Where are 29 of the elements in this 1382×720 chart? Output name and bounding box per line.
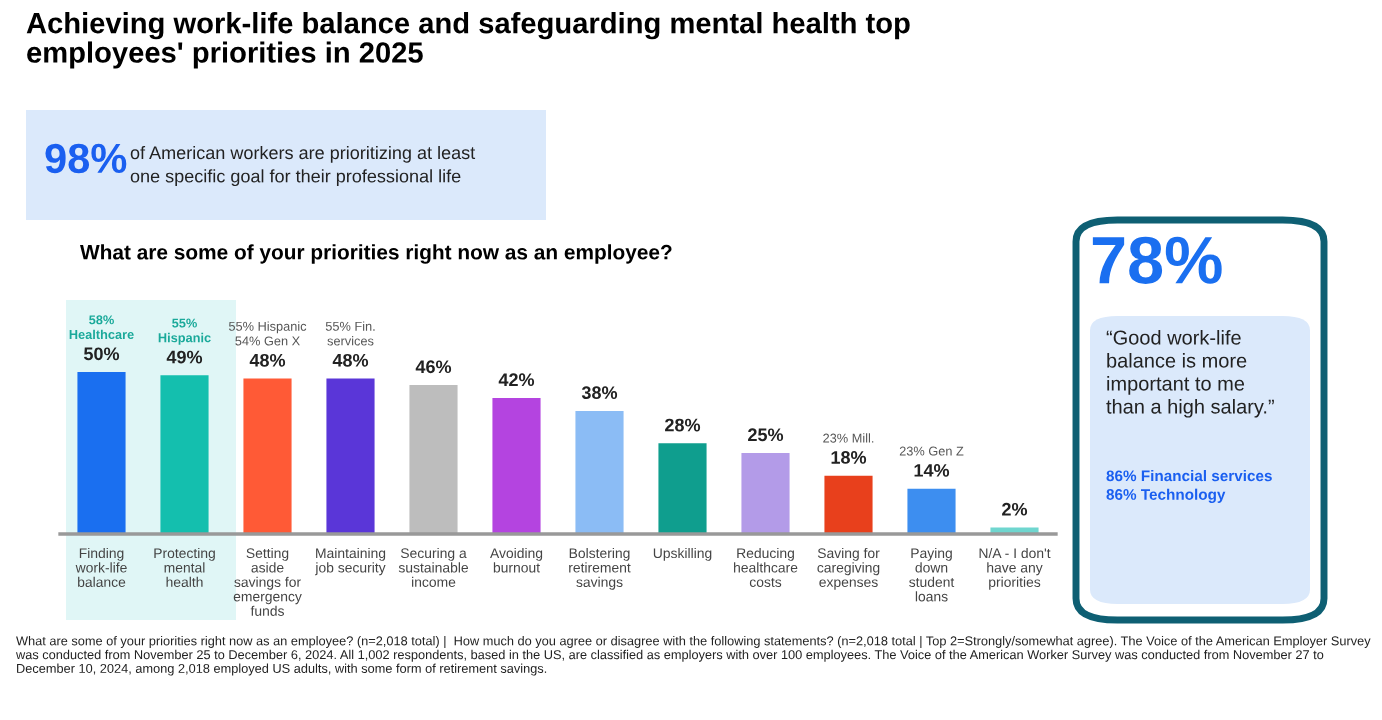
chart-title: Achieving work-life balance and safeguarding mental health top employees' priorities in 2025 (26, 12, 910, 69)
bar (492, 398, 541, 534)
data-label: 18% (831, 451, 867, 464)
data-label: 46% (415, 360, 452, 374)
data-label: 49% (166, 350, 203, 364)
text: “Good work-life balance is more important to me than a high salary.” (1106, 330, 1274, 418)
bar (77, 372, 126, 534)
text: 98% (45, 143, 127, 174)
bar (907, 488, 956, 534)
data-label: 48% (332, 353, 369, 367)
bar (741, 453, 790, 534)
bar (824, 475, 873, 534)
data-label: 28% (665, 418, 701, 432)
data-label: 48% (249, 353, 286, 367)
chart-subtitle: What are some of your priorities right now as an employee? (80, 244, 672, 264)
bar (243, 378, 292, 534)
data-label: 14% (914, 464, 950, 477)
data-label: 2% (1002, 502, 1028, 516)
text: 78% (1092, 236, 1222, 284)
text: of American workers are prioritizing at least one specific goal for their professional life (130, 145, 476, 187)
bar (160, 375, 209, 534)
data-label: 38% (581, 386, 618, 400)
data-label: 25% (748, 428, 784, 442)
data-label: 50% (83, 347, 120, 361)
bar (575, 410, 624, 534)
bar (326, 378, 375, 534)
bar (409, 385, 458, 534)
bar (658, 443, 707, 534)
data-label: 42% (498, 373, 535, 387)
